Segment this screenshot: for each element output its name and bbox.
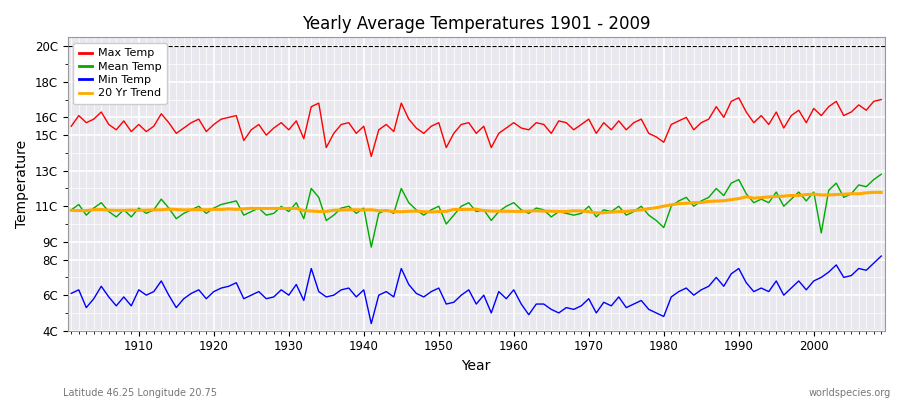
Text: worldspecies.org: worldspecies.org [809,388,891,398]
Title: Yearly Average Temperatures 1901 - 2009: Yearly Average Temperatures 1901 - 2009 [302,15,651,33]
X-axis label: Year: Year [462,359,491,373]
Legend: Max Temp, Mean Temp, Min Temp, 20 Yr Trend: Max Temp, Mean Temp, Min Temp, 20 Yr Tre… [73,43,166,104]
Y-axis label: Temperature: Temperature [15,140,29,228]
Text: Latitude 46.25 Longitude 20.75: Latitude 46.25 Longitude 20.75 [63,388,217,398]
